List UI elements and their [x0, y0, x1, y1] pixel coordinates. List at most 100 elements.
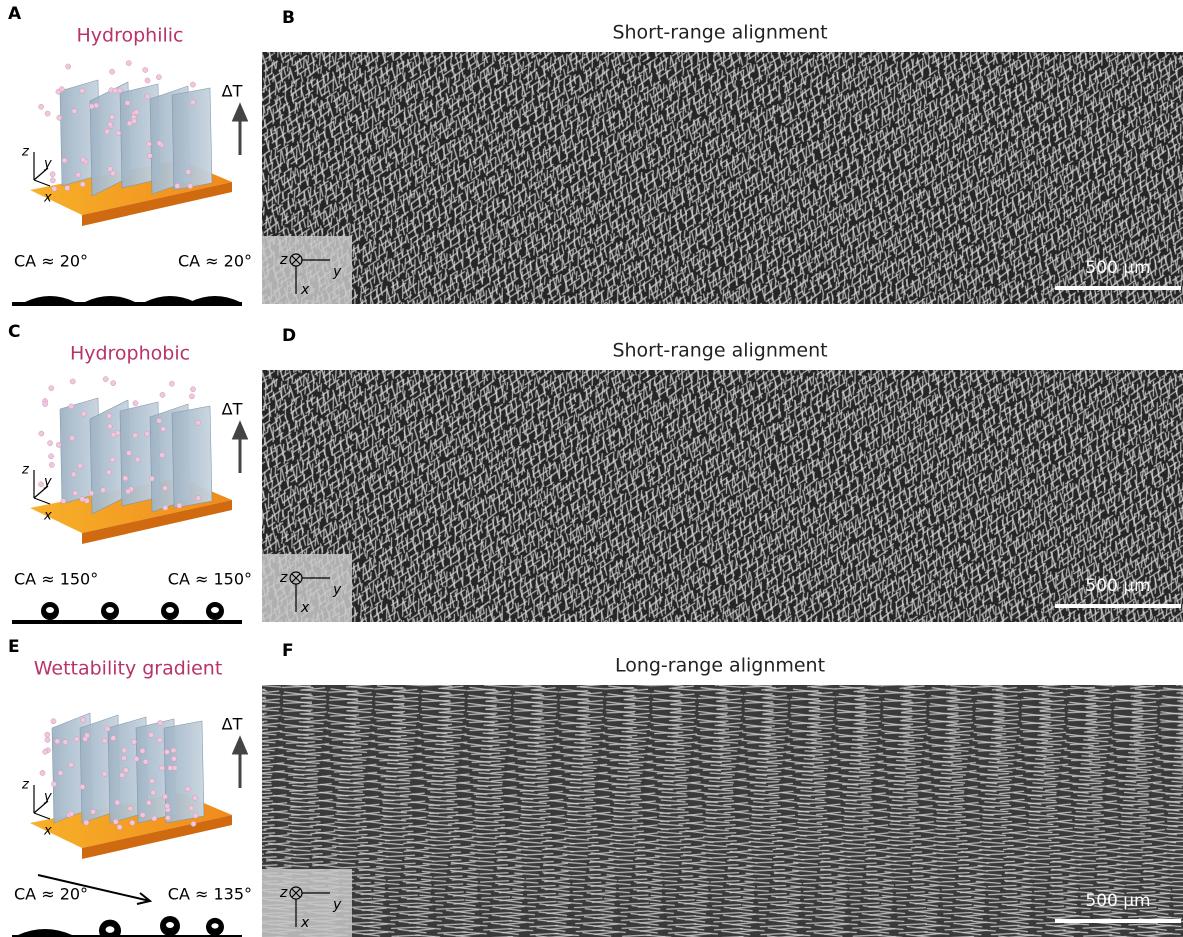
inset-label: x	[300, 600, 310, 616]
panel-letter: B	[282, 8, 295, 28]
particle	[84, 820, 89, 825]
scale-bar-label: 500 μm	[1085, 891, 1150, 911]
particle	[78, 463, 83, 468]
delta-t-label: ΔT	[222, 82, 243, 101]
particle	[125, 100, 130, 105]
particle	[102, 738, 107, 743]
particle	[111, 381, 116, 386]
sem-texture	[262, 370, 1183, 622]
particle	[163, 505, 168, 510]
particle	[39, 104, 44, 109]
particle	[165, 803, 170, 808]
particle	[160, 392, 165, 397]
particle	[126, 61, 131, 66]
particle	[38, 482, 43, 487]
baseline	[12, 620, 242, 624]
axis-label: y	[43, 157, 52, 172]
particle	[68, 762, 73, 767]
particle	[62, 158, 67, 163]
particle	[140, 812, 145, 817]
scale-bar	[1055, 286, 1181, 290]
droplet	[18, 929, 72, 935]
particle	[130, 820, 135, 825]
particle	[196, 496, 201, 501]
particle	[51, 781, 56, 786]
particle	[145, 431, 150, 436]
inset-label: y	[332, 897, 342, 913]
particle	[158, 720, 163, 725]
particle	[188, 183, 193, 188]
panel-letter: E	[8, 637, 20, 657]
scale-bar-label: 500 μm	[1085, 258, 1150, 278]
sheet	[172, 406, 212, 508]
particle	[74, 737, 79, 742]
particle	[58, 770, 63, 775]
particle	[185, 786, 190, 791]
particle	[45, 732, 50, 737]
particle	[110, 171, 115, 176]
particle	[80, 784, 85, 789]
sem-texture	[262, 52, 1183, 304]
particle	[175, 183, 180, 188]
particle	[146, 800, 151, 805]
panel-letter: F	[282, 641, 294, 661]
particle	[109, 69, 114, 74]
particle	[110, 457, 115, 462]
droplet-highlight	[46, 607, 54, 613]
inset-label: y	[332, 582, 342, 598]
contact-angle: CA ≈ 20°	[14, 885, 88, 904]
particle	[52, 186, 57, 191]
particle	[45, 737, 50, 742]
particle	[143, 67, 148, 72]
particle	[51, 719, 56, 724]
particle	[168, 765, 173, 770]
particle	[73, 491, 78, 496]
particle	[107, 424, 112, 429]
particle	[164, 749, 169, 754]
particle	[163, 794, 168, 799]
particle	[89, 491, 94, 496]
particle	[145, 94, 150, 99]
panel-letter: A	[8, 4, 22, 24]
contact-angle: CA ≈ 135°	[168, 885, 252, 904]
particle	[195, 420, 200, 425]
particle	[102, 771, 107, 776]
particle	[81, 717, 86, 722]
delta-t-label: ΔT	[222, 400, 243, 419]
particle	[39, 431, 44, 436]
particle	[71, 472, 76, 477]
particle	[171, 748, 176, 753]
particle	[43, 401, 48, 406]
particle	[80, 88, 85, 93]
particle	[63, 739, 68, 744]
axis-label: x	[43, 191, 52, 206]
panel-row: AHydrophiliczyxΔTCA ≈ 20°CA ≈ 20°BShort-…	[8, 4, 1183, 306]
particle	[81, 157, 86, 162]
particle	[105, 726, 110, 731]
particle	[70, 435, 75, 440]
sheet	[164, 721, 204, 823]
particle	[131, 739, 136, 744]
particle	[190, 82, 195, 87]
sem-texture	[262, 685, 1183, 937]
particle	[65, 186, 70, 191]
particle	[69, 811, 74, 816]
particle	[171, 756, 176, 761]
particle	[135, 457, 140, 462]
particle	[55, 739, 60, 744]
panel-title: Hydrophobic	[70, 343, 190, 365]
particle	[69, 404, 74, 409]
particle	[160, 453, 165, 458]
particle	[61, 498, 66, 503]
particle	[57, 115, 62, 120]
particle	[156, 75, 161, 80]
particle	[146, 141, 151, 146]
droplet	[25, 296, 75, 302]
particle	[113, 819, 118, 824]
particle	[151, 790, 156, 795]
particle	[76, 172, 81, 177]
particle	[147, 153, 152, 158]
inset-label: z	[279, 570, 288, 586]
particle	[72, 109, 77, 114]
particle	[145, 78, 150, 83]
